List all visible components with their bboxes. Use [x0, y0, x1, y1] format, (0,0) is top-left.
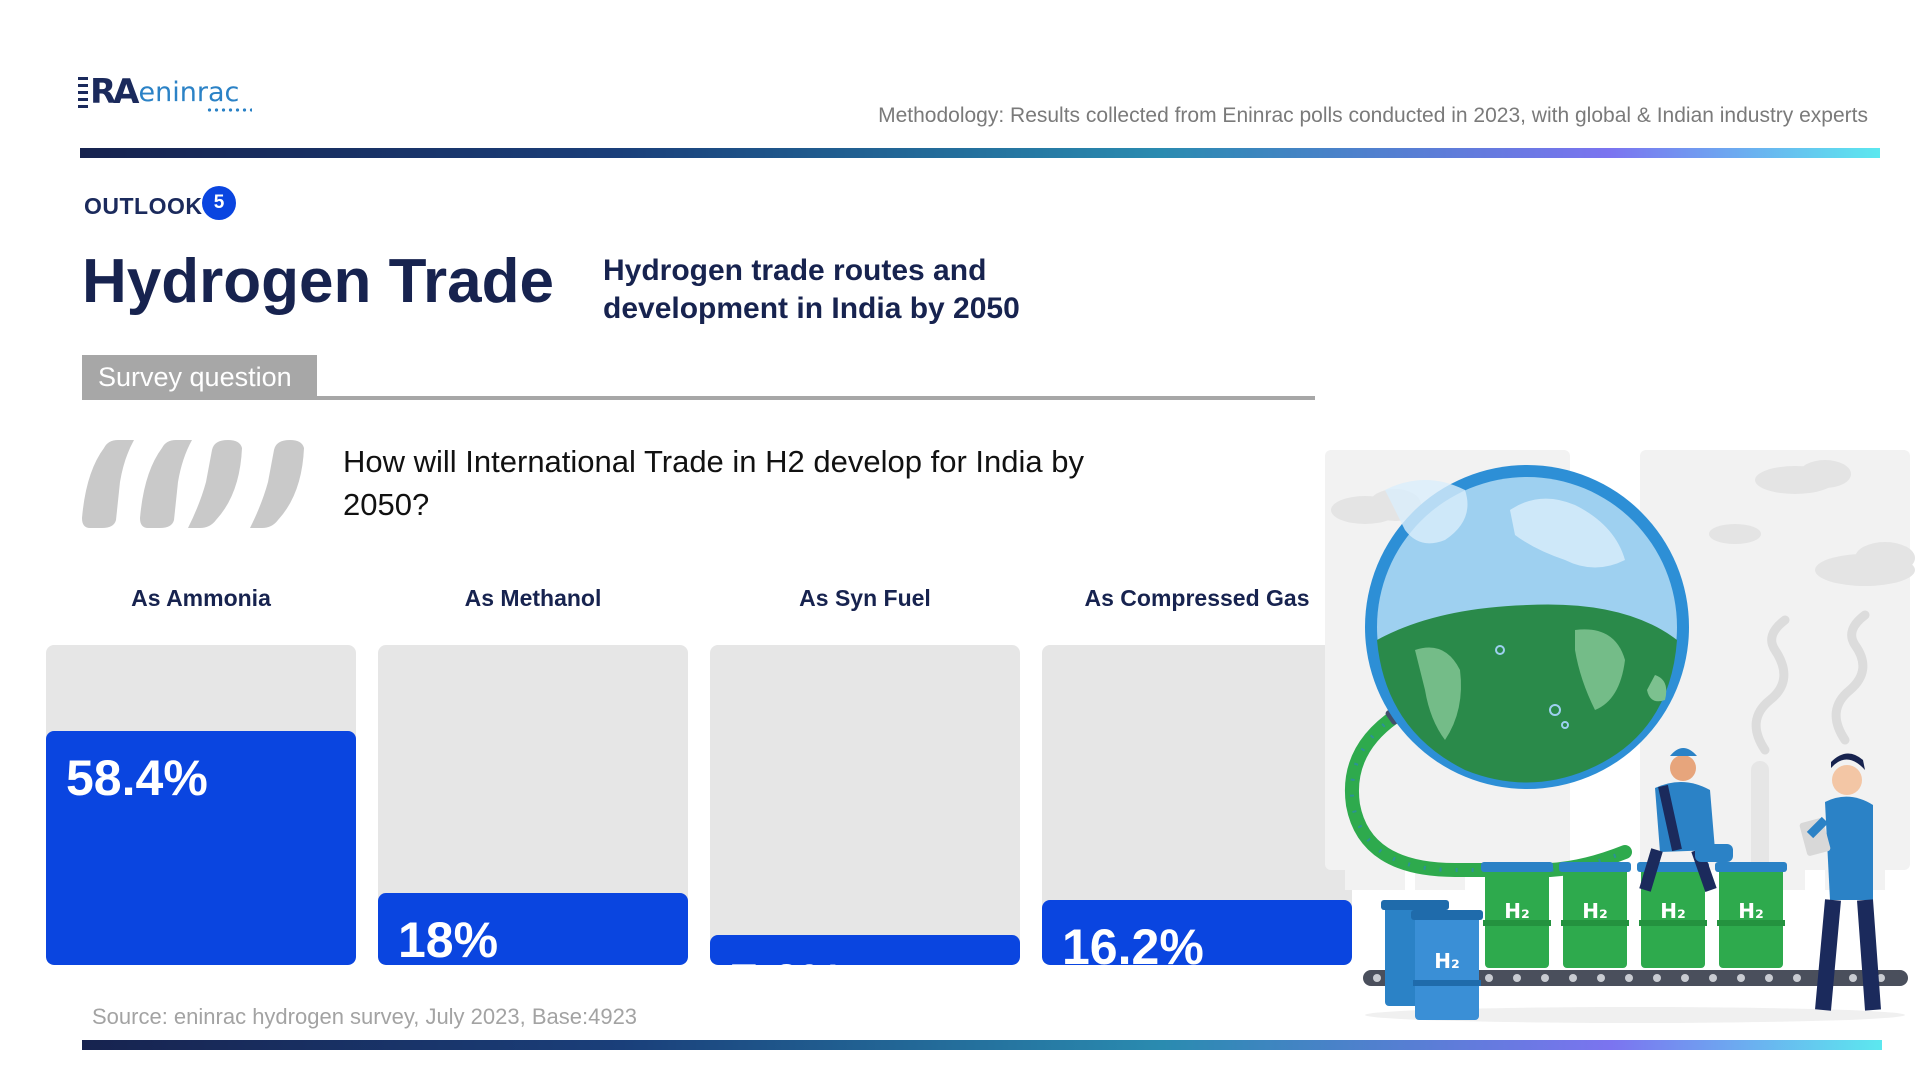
bar-compressed-gas: [1042, 900, 1352, 965]
svg-text:H₂: H₂: [1582, 899, 1608, 923]
barrel-green-2: H₂: [1559, 862, 1631, 968]
globe-icon: [1365, 465, 1689, 789]
survey-question-text: How will International Trade in H2 devel…: [343, 444, 1084, 522]
barrel-green-3: H₂: [1637, 862, 1709, 968]
conveyor-belt-icon: [1363, 970, 1908, 1023]
page-title: Hydrogen Trade: [82, 247, 554, 316]
value-label-methanol: 18%: [398, 912, 499, 965]
barrel-blue-front: H₂: [1411, 910, 1483, 1020]
bar-ammonia: [46, 731, 356, 965]
logo-dots-icon: [206, 108, 252, 112]
eninrac-logo: RA eninrac: [78, 70, 268, 114]
methodology-note: Methodology: Results collected from Enin…: [878, 104, 1868, 127]
inspector-icon: [1799, 753, 1881, 1011]
bar-track-syn-fuel: 7.6%: [710, 645, 1020, 965]
survey-question-tab: Survey question: [82, 355, 317, 400]
svg-text:H₂: H₂: [1660, 899, 1686, 923]
value-label-syn-fuel: 7.6%: [730, 953, 844, 965]
svg-text:H₂: H₂: [1504, 899, 1530, 923]
barrel-green-1: H₂: [1481, 862, 1553, 968]
logo-lines-icon: [78, 76, 88, 108]
bar-chart: As Ammonia As Methanol As Syn Fuel As Co…: [40, 585, 1360, 985]
category-label-compressed-gas: As Compressed Gas: [1084, 585, 1310, 611]
barrel-green-4: H₂: [1715, 862, 1787, 968]
bar-track-compressed-gas: 16.2%: [1042, 645, 1352, 965]
worker-icon: [1639, 748, 1733, 892]
value-label-ammonia: 58.4%: [66, 750, 208, 806]
bar-methanol: [378, 893, 688, 965]
svg-text:H₂: H₂: [1434, 949, 1460, 973]
logo-mark: RA: [90, 72, 139, 112]
page-subtitle: Hydrogen trade routes and development in…: [603, 254, 1020, 325]
top-gradient-divider: [80, 148, 1880, 158]
source-note: Source: eninrac hydrogen survey, July 20…: [92, 1004, 638, 1029]
category-label-methanol: As Methanol: [464, 585, 602, 611]
category-label-syn-fuel: As Syn Fuel: [799, 585, 931, 611]
logo-wordmark: eninrac: [138, 76, 240, 108]
bar-track-ammonia: 58.4%: [46, 645, 356, 965]
quote-marks-icon: [82, 440, 304, 528]
hydrogen-trade-illustration: H₂ H₂ H₂ H₂ H₂: [1325, 450, 1915, 1023]
svg-text:H₂: H₂: [1738, 899, 1764, 923]
outlook-number-badge: 5: [202, 186, 236, 220]
bar-syn-fuel: [710, 935, 1020, 965]
value-label-compressed-gas: 16.2%: [1062, 919, 1204, 965]
bar-track-methanol: 18%: [378, 645, 688, 965]
category-label-ammonia: As Ammonia: [131, 585, 271, 611]
outlook-label: OUTLOOK: [84, 193, 203, 219]
survey-question-underline: [317, 396, 1315, 400]
bottom-gradient-divider: [82, 1040, 1882, 1050]
